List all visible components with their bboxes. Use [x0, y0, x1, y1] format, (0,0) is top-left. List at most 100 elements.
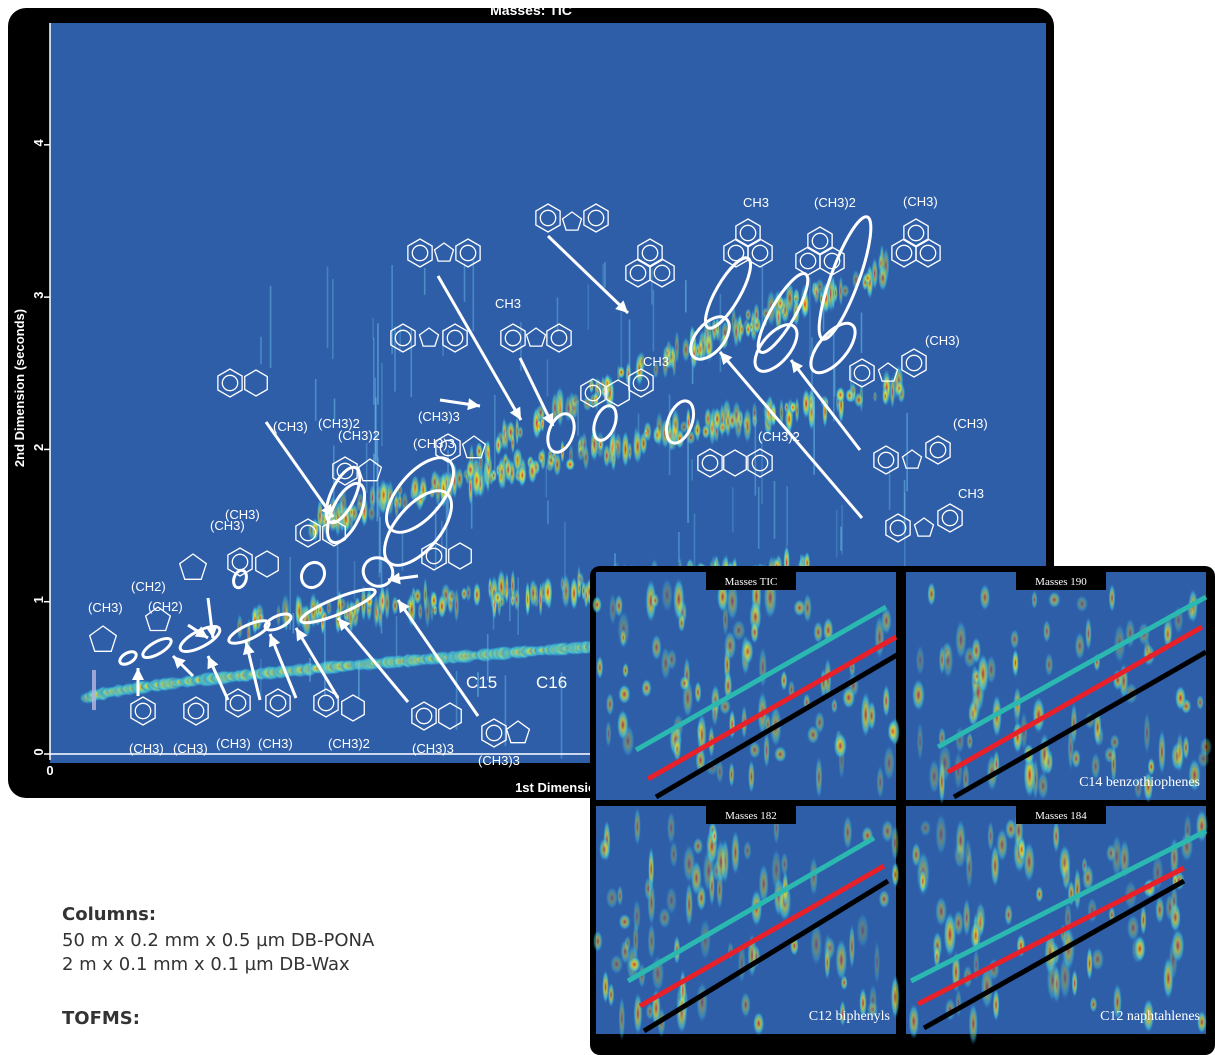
inset-peak — [665, 885, 678, 916]
inset-peak — [1165, 892, 1175, 923]
streak — [652, 289, 655, 352]
benzene-ring — [421, 541, 447, 571]
streak — [372, 337, 375, 405]
streak — [380, 556, 383, 634]
carbon-label-c15: C15 — [466, 673, 497, 692]
streak — [691, 459, 693, 481]
inset-label: C14 benzothiophenes — [1079, 775, 1200, 790]
streak — [336, 539, 339, 599]
annotation-arrow — [294, 627, 340, 699]
inset-peak — [1154, 895, 1165, 925]
inset-peak — [806, 724, 820, 745]
streak — [260, 658, 262, 700]
benzene-ring — [500, 323, 526, 353]
inset-peak — [934, 895, 948, 928]
streak — [860, 312, 863, 353]
annotation-label: (CH3) — [210, 518, 245, 533]
inset-peak — [641, 678, 652, 698]
annotation-label: (CH2) — [131, 579, 166, 594]
streak — [470, 493, 473, 529]
five-ring — [88, 625, 118, 652]
peak-spot — [437, 593, 447, 620]
streak — [620, 312, 623, 371]
benzene-ring — [580, 378, 606, 408]
peak-spot — [655, 410, 664, 449]
streak — [358, 662, 360, 698]
streak — [757, 486, 760, 549]
black-trend-line — [922, 878, 1186, 1031]
benzene-ring — [130, 696, 156, 726]
inset-peak — [996, 827, 1009, 863]
ring — [255, 550, 279, 578]
peak-spot — [632, 428, 643, 465]
inset-peak — [728, 708, 736, 740]
annotation-label: (CH3)3 — [413, 436, 455, 451]
inset-peak — [842, 814, 853, 851]
inset-peak — [658, 906, 671, 930]
inset-peak — [915, 644, 925, 677]
streak — [577, 400, 579, 436]
inset-peak — [1012, 649, 1019, 677]
streak — [463, 263, 466, 302]
inset-peak — [992, 987, 1000, 1023]
inset-peak — [802, 592, 813, 624]
streak — [809, 277, 811, 363]
five-ring — [178, 553, 208, 580]
benzene-ring — [747, 448, 773, 478]
inset-peak — [619, 628, 627, 648]
ring — [244, 369, 268, 397]
peak-spot — [360, 494, 369, 529]
inset-peak — [1058, 843, 1072, 883]
streak — [888, 469, 891, 510]
streak — [401, 532, 404, 571]
ring — [448, 542, 472, 570]
red-trend-line — [646, 634, 898, 782]
benzene-ring — [407, 238, 433, 268]
annotation-arrow — [206, 655, 230, 701]
benzene-ring — [637, 238, 663, 268]
streak — [732, 487, 734, 533]
streak — [260, 336, 262, 365]
inset-title-box — [1016, 806, 1106, 824]
compound-ellipse — [299, 587, 377, 625]
inset-peak — [813, 620, 824, 644]
benzene-ring — [849, 358, 875, 388]
red-trend-line — [946, 624, 1204, 775]
inset-title: Masses TIC — [725, 576, 778, 588]
molecule-structures — [88, 203, 963, 748]
inset-chart-1: Masses TIC — [592, 572, 904, 800]
inset-peak — [596, 655, 604, 680]
inset-peak — [835, 937, 848, 983]
inset-peak — [622, 662, 629, 679]
main-chart-title: Masses: TIC — [490, 2, 572, 18]
benzene-ring — [295, 518, 321, 548]
peak-spot — [543, 575, 553, 609]
inset-peak — [672, 576, 685, 622]
annotation-arrow — [264, 421, 335, 518]
inset-peak — [815, 754, 823, 800]
annotation-arrow — [546, 234, 630, 315]
inset-peak — [908, 1003, 920, 1040]
inset-peak — [728, 760, 735, 789]
annotation-label: (CH3) — [273, 419, 308, 434]
streak — [832, 333, 835, 422]
peak-spot — [838, 274, 844, 308]
cyan-trend-line — [634, 604, 888, 753]
peak-spot — [590, 426, 599, 463]
streak — [333, 445, 335, 517]
annotation-label: CH3 — [958, 486, 984, 501]
streak — [447, 450, 449, 520]
annotation-label: (CH3) — [903, 194, 938, 209]
peak-spot — [394, 489, 400, 521]
compound-ellipse — [141, 636, 173, 660]
annotation-label: (CH3) — [88, 600, 123, 615]
peak-spot — [617, 365, 626, 379]
column-2-spec: 2 m x 0.1 mm x 0.1 µm DB-Wax — [62, 954, 350, 975]
benzene-ring — [937, 503, 963, 533]
inset-peak — [1073, 866, 1082, 913]
inset-peak — [1142, 998, 1155, 1034]
inset-peak — [919, 819, 932, 837]
streak — [684, 280, 687, 313]
benzene-ring — [807, 226, 833, 256]
five-ring — [901, 449, 923, 469]
